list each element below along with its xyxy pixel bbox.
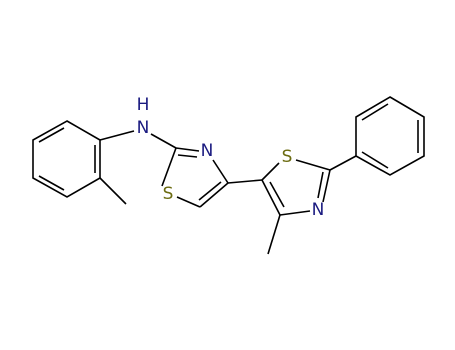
atom-label: N (137, 118, 150, 138)
atom-label: N (201, 141, 214, 161)
atom-label: S (163, 184, 174, 204)
atom-label: H (137, 95, 150, 115)
bonds (32, 96, 425, 255)
atom-label: N (312, 200, 325, 220)
atom-label: S (282, 147, 293, 167)
